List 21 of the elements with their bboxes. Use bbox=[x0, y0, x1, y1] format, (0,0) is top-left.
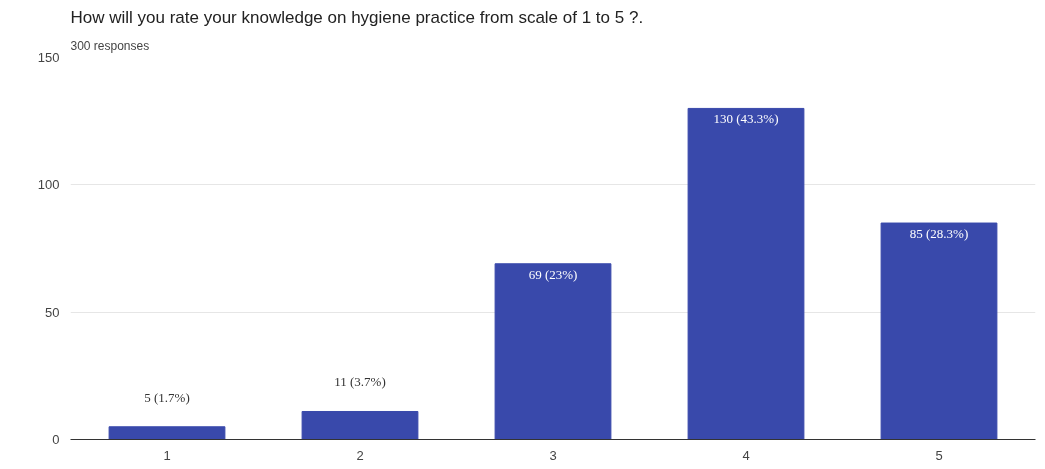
x-tick-label: 3 bbox=[549, 447, 557, 463]
y-tick-label: 0 bbox=[52, 432, 60, 447]
data-label: 69 (23%) bbox=[528, 266, 578, 282]
bar bbox=[687, 107, 805, 440]
x-tick-label: 2 bbox=[356, 447, 364, 463]
bar bbox=[301, 410, 419, 440]
x-tick-label: 4 bbox=[742, 447, 750, 463]
bar bbox=[108, 426, 226, 440]
y-tick-label: 100 bbox=[37, 177, 60, 193]
y-tick-label: 150 bbox=[37, 50, 60, 65]
bar bbox=[880, 222, 998, 440]
data-label: 130 (43.3%) bbox=[713, 111, 779, 127]
data-label: 5 (1.7%) bbox=[144, 389, 190, 405]
chart-title: How will you rate your knowledge on hygiene practice from scale of 1 to 5 ?. bbox=[70, 7, 644, 27]
chart-subtitle: 300 responses bbox=[70, 38, 150, 53]
x-tick-label: 5 bbox=[935, 447, 943, 463]
bar bbox=[494, 263, 612, 440]
x-tick-label: 1 bbox=[163, 447, 171, 463]
y-tick-label: 50 bbox=[45, 304, 60, 320]
data-label: 11 (3.7%) bbox=[334, 374, 386, 390]
data-label: 85 (28.3%) bbox=[909, 226, 969, 242]
